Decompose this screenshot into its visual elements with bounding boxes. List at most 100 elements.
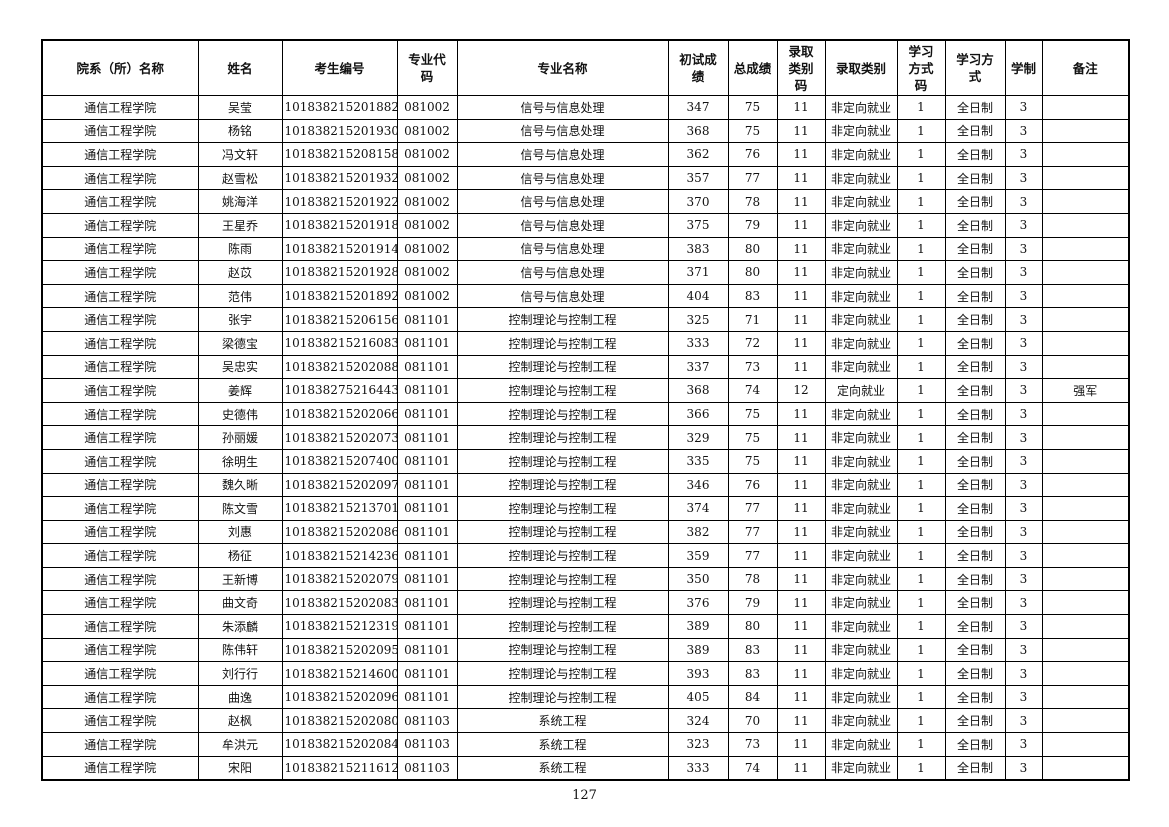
table-row: 通信工程学院 孙丽媛 101838215202073 081101 控制理论与控制工程 3… (41, 425, 1130, 450)
table-cell: 1 (896, 661, 946, 686)
table-cell: 通信工程学院 (41, 637, 199, 663)
table-cell: 081002 (396, 95, 458, 120)
table-cell: 史德伟 (197, 401, 283, 427)
table-cell: 393 (667, 661, 729, 686)
table-cell: 081101 (396, 566, 458, 592)
table-cell (1041, 732, 1130, 757)
table-cell: 3 (1004, 118, 1043, 144)
table-cell: 081101 (396, 543, 458, 568)
table-cell: 11 (776, 732, 826, 757)
table-cell: 1 (896, 95, 946, 120)
table-cell: 通信工程学院 (41, 307, 199, 332)
table-cell: 信号与信息处理 (456, 260, 669, 285)
table-cell: 73 (727, 732, 778, 757)
table-cell: 全日制 (944, 236, 1006, 262)
table-cell (1041, 543, 1130, 568)
table-cell: 081101 (396, 378, 458, 403)
table-cell: 控制理论与控制工程 (456, 543, 669, 568)
column-header: 总成绩 (727, 39, 778, 96)
table-cell: 75 (727, 425, 778, 450)
table-cell: 3 (1004, 165, 1043, 191)
table-cell: 信号与信息处理 (456, 142, 669, 167)
table-cell: 通信工程学院 (41, 378, 199, 403)
table-cell: 非定向就业 (824, 637, 898, 663)
table-cell: 11 (776, 260, 826, 285)
table-cell: 姜辉 (197, 378, 283, 403)
table-cell: 101838215216083 (281, 330, 398, 356)
table-cell: 非定向就业 (824, 614, 898, 639)
table-cell: 王新博 (197, 566, 283, 592)
table-cell: 081101 (396, 519, 458, 545)
table-cell: 赵枫 (197, 708, 283, 734)
table-cell: 非定向就业 (824, 708, 898, 734)
column-header: 录取类别 (824, 39, 898, 96)
table-row: 通信工程学院 曲文奇 101838215202083 081101 控制理论与控制工程 3… (41, 590, 1130, 616)
table-cell: 非定向就业 (824, 236, 898, 262)
table-cell: 通信工程学院 (41, 236, 199, 262)
table-cell: 12 (776, 378, 826, 403)
table-cell: 王星乔 (197, 212, 283, 238)
table-cell: 全日制 (944, 401, 1006, 427)
table-row: 通信工程学院 张宇 101838215206156 081101 控制理论与控制工程 32… (41, 307, 1130, 332)
table-cell: 101838215202086 (281, 519, 398, 545)
table-cell: 1 (896, 142, 946, 167)
table-cell: 101838215214236 (281, 543, 398, 568)
column-header: 学习方式 (944, 39, 1006, 96)
table-cell: 11 (776, 708, 826, 734)
column-header: 专业名称 (456, 39, 669, 96)
table-cell: 3 (1004, 401, 1043, 427)
table-cell: 11 (776, 165, 826, 191)
table-row: 通信工程学院 王星乔 101838215201918 081002 信号与信息处理 375… (41, 212, 1130, 238)
table-cell: 75 (727, 118, 778, 144)
table-cell: 非定向就业 (824, 755, 898, 781)
table-cell: 赵苡 (197, 260, 283, 285)
table-cell: 323 (667, 732, 729, 757)
table-cell: 101838215201930 (281, 118, 398, 144)
table-cell: 76 (727, 142, 778, 167)
table-cell: 1 (896, 236, 946, 262)
table-cell: 通信工程学院 (41, 401, 199, 427)
table-cell: 通信工程学院 (41, 708, 199, 734)
table-cell: 信号与信息处理 (456, 165, 669, 191)
table-row: 通信工程学院 宋阳 101838215211612 081103 系统工程 333 74 11… (41, 755, 1130, 781)
table-cell: 全日制 (944, 378, 1006, 403)
table-cell: 信号与信息处理 (456, 283, 669, 309)
table-cell (1041, 330, 1130, 356)
table-cell: 79 (727, 212, 778, 238)
table-cell: 368 (667, 118, 729, 144)
table-cell (1041, 236, 1130, 262)
table-row: 通信工程学院 徐明生 101838215207400 081101 控制理论与控制工程 3… (41, 448, 1130, 474)
table-cell: 3 (1004, 684, 1043, 710)
table-cell: 383 (667, 236, 729, 262)
table-cell: 101838215213701 (281, 496, 398, 521)
table-cell: 081101 (396, 472, 458, 498)
table-cell: 11 (776, 519, 826, 545)
table-cell: 吴莹 (197, 95, 283, 120)
table-cell: 全日制 (944, 283, 1006, 309)
table-cell: 1 (896, 212, 946, 238)
table-cell: 101838215202073 (281, 425, 398, 450)
table-cell: 全日制 (944, 519, 1006, 545)
table-cell (1041, 684, 1130, 710)
table-cell: 3 (1004, 519, 1043, 545)
table-cell: 通信工程学院 (41, 354, 199, 380)
column-header: 录取类别码 (776, 39, 826, 96)
table-cell: 非定向就业 (824, 212, 898, 238)
table-cell: 74 (727, 755, 778, 781)
table-cell: 101838215202097 (281, 472, 398, 498)
table-cell: 101838215208158 (281, 142, 398, 167)
table-cell: 通信工程学院 (41, 684, 199, 710)
table-cell: 非定向就业 (824, 472, 898, 498)
table-cell: 非定向就业 (824, 425, 898, 450)
table-cell: 77 (727, 543, 778, 568)
table-cell: 全日制 (944, 354, 1006, 380)
table-cell: 杨铭 (197, 118, 283, 144)
table-cell: 70 (727, 708, 778, 734)
table-cell: 吴忠实 (197, 354, 283, 380)
table-cell: 362 (667, 142, 729, 167)
table-cell: 3 (1004, 637, 1043, 663)
table-cell: 全日制 (944, 212, 1006, 238)
table-cell: 101838215201882 (281, 95, 398, 120)
table-row: 通信工程学院 刘惠 101838215202086 081101 控制理论与控制工程 38… (41, 519, 1130, 545)
table-cell (1041, 637, 1130, 663)
